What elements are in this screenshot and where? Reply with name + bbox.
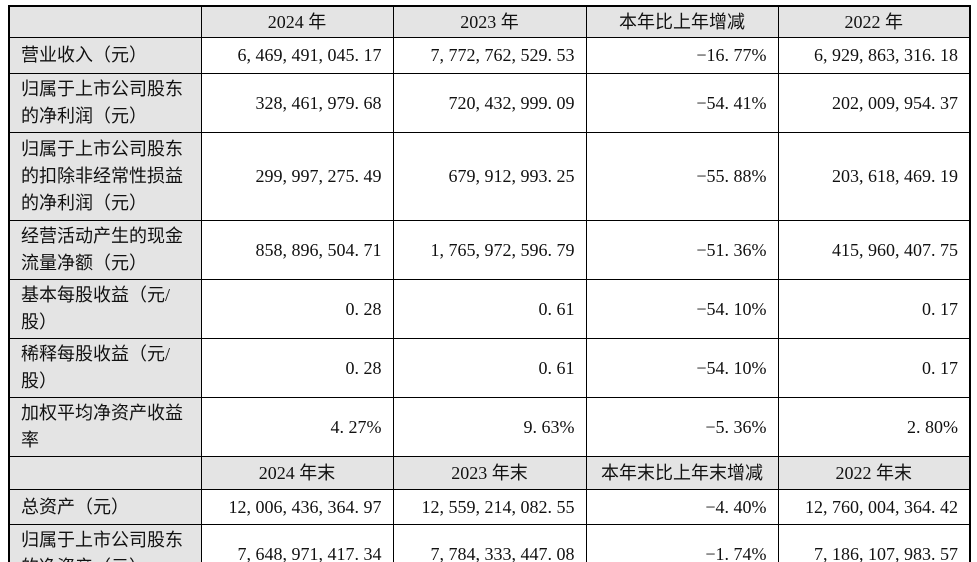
cell-change: −54. 10% <box>585 279 779 339</box>
yearend-header-2022: 2022 年末 <box>777 456 971 490</box>
row-label: 营业收入（元） <box>8 37 202 74</box>
row-label: 归属于上市公司股东的扣除非经常性损益的净利润（元） <box>8 132 202 221</box>
annual-header-2022: 2022 年 <box>777 5 971 38</box>
yearend-header-blank <box>8 456 202 490</box>
annual-header-change: 本年比上年增减 <box>585 5 779 38</box>
cell-2024: 0. 28 <box>200 338 394 398</box>
row-label: 基本每股收益（元/股） <box>8 279 202 339</box>
cell-change: −4. 40% <box>585 489 779 525</box>
cell-2024: 299, 997, 275. 49 <box>200 132 394 221</box>
cell-2024: 7, 648, 971, 417. 34 <box>200 524 394 562</box>
cell-2022: 6, 929, 863, 316. 18 <box>777 37 971 74</box>
cell-2023: 679, 912, 993. 25 <box>392 132 587 221</box>
table-row-operating-cash-flow: 经营活动产生的现金流量净额（元） 858, 896, 504. 71 1, 76… <box>8 220 971 280</box>
table-row-basic-eps: 基本每股收益（元/股） 0. 28 0. 61 −54. 10% 0. 17 <box>8 279 971 339</box>
cell-2022: 415, 960, 407. 75 <box>777 220 971 280</box>
cell-change: −1. 74% <box>585 524 779 562</box>
cell-2022: 202, 009, 954. 37 <box>777 73 971 133</box>
cell-2022: 12, 760, 004, 364. 42 <box>777 489 971 525</box>
cell-2022: 0. 17 <box>777 279 971 339</box>
cell-2024: 328, 461, 979. 68 <box>200 73 394 133</box>
cell-2022: 7, 186, 107, 983. 57 <box>777 524 971 562</box>
row-label: 加权平均净资产收益率 <box>8 397 202 457</box>
annual-header-blank <box>8 5 202 38</box>
yearend-header-change: 本年末比上年末增减 <box>585 456 779 490</box>
annual-header-2024: 2024 年 <box>200 5 394 38</box>
annual-header-row: 2024 年 2023 年 本年比上年增减 2022 年 <box>8 5 971 38</box>
cell-2022: 0. 17 <box>777 338 971 398</box>
row-label: 经营活动产生的现金流量净额（元） <box>8 220 202 280</box>
row-label: 总资产（元） <box>8 489 202 525</box>
table-row-revenue: 营业收入（元） 6, 469, 491, 045. 17 7, 772, 762… <box>8 37 971 74</box>
cell-2024: 4. 27% <box>200 397 394 457</box>
annual-header-2023: 2023 年 <box>392 5 587 38</box>
yearend-header-2023: 2023 年末 <box>392 456 587 490</box>
cell-2022: 203, 618, 469. 19 <box>777 132 971 221</box>
cell-change: −16. 77% <box>585 37 779 74</box>
row-label: 归属于上市公司股东的净资产（元） <box>8 524 202 562</box>
cell-2023: 12, 559, 214, 082. 55 <box>392 489 587 525</box>
cell-2022: 2. 80% <box>777 397 971 457</box>
cell-2023: 0. 61 <box>392 338 587 398</box>
cell-2023: 9. 63% <box>392 397 587 457</box>
yearend-header-2024: 2024 年末 <box>200 456 394 490</box>
cell-2024: 858, 896, 504. 71 <box>200 220 394 280</box>
cell-2024: 12, 006, 436, 364. 97 <box>200 489 394 525</box>
row-label: 稀释每股收益（元/股） <box>8 338 202 398</box>
table-row-total-assets: 总资产（元） 12, 006, 436, 364. 97 12, 559, 21… <box>8 489 971 525</box>
cell-change: −54. 10% <box>585 338 779 398</box>
table-row-weighted-roe: 加权平均净资产收益率 4. 27% 9. 63% −5. 36% 2. 80% <box>8 397 971 457</box>
table-row-net-assets: 归属于上市公司股东的净资产（元） 7, 648, 971, 417. 34 7,… <box>8 524 971 562</box>
cell-2023: 1, 765, 972, 596. 79 <box>392 220 587 280</box>
row-label: 归属于上市公司股东的净利润（元） <box>8 73 202 133</box>
cell-change: −5. 36% <box>585 397 779 457</box>
cell-2024: 6, 469, 491, 045. 17 <box>200 37 394 74</box>
table-row-net-profit: 归属于上市公司股东的净利润（元） 328, 461, 979. 68 720, … <box>8 73 971 133</box>
cell-2023: 720, 432, 999. 09 <box>392 73 587 133</box>
cell-2023: 7, 772, 762, 529. 53 <box>392 37 587 74</box>
cell-change: −54. 41% <box>585 73 779 133</box>
table-row-diluted-eps: 稀释每股收益（元/股） 0. 28 0. 61 −54. 10% 0. 17 <box>8 338 971 398</box>
financial-summary-table: 2024 年 2023 年 本年比上年增减 2022 年 营业收入（元） 6, … <box>8 5 971 562</box>
cell-2023: 7, 784, 333, 447. 08 <box>392 524 587 562</box>
cell-2023: 0. 61 <box>392 279 587 339</box>
cell-2024: 0. 28 <box>200 279 394 339</box>
table-row-deducted-net-profit: 归属于上市公司股东的扣除非经常性损益的净利润（元） 299, 997, 275.… <box>8 132 971 221</box>
cell-change: −55. 88% <box>585 132 779 221</box>
yearend-header-row: 2024 年末 2023 年末 本年末比上年末增减 2022 年末 <box>8 456 971 490</box>
cell-change: −51. 36% <box>585 220 779 280</box>
